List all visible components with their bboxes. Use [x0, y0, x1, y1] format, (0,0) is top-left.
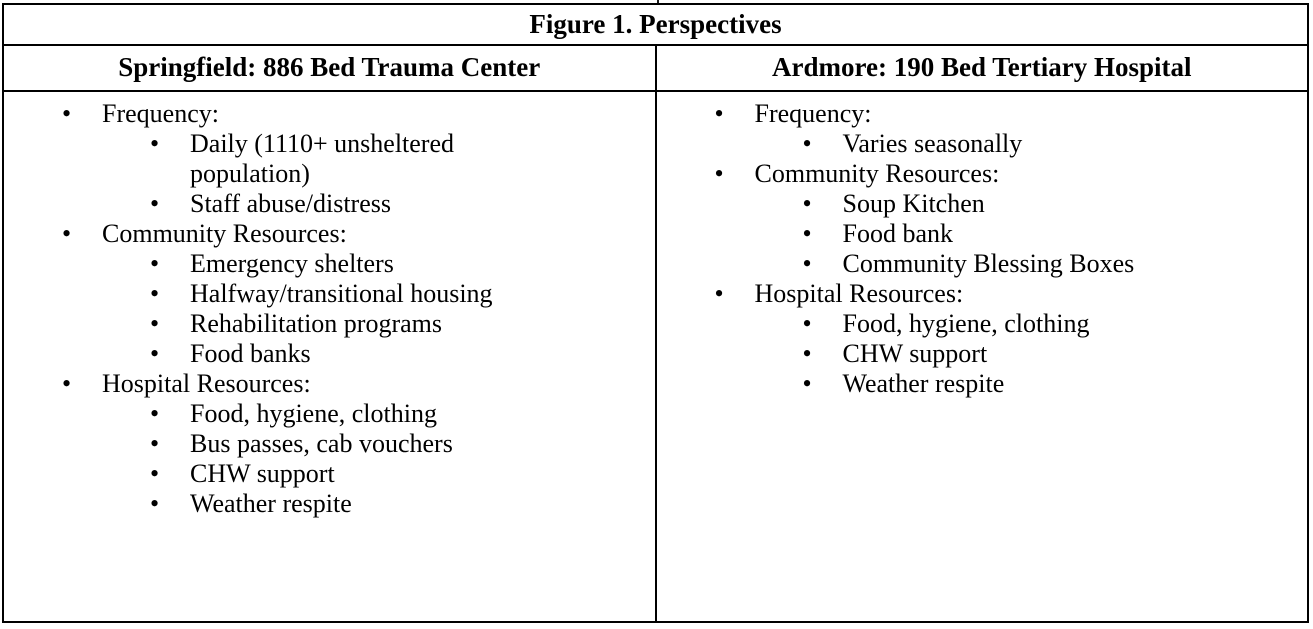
list-item-text: Food banks: [190, 339, 311, 368]
section-label-text: Community Resources:: [754, 159, 1000, 188]
list-item-text: Food bank: [842, 219, 954, 248]
bullet-icon: •: [150, 429, 160, 458]
section-label-text: Frequency:: [754, 99, 872, 128]
list-item: • Food banks: [150, 339, 655, 369]
bullet-icon: •: [802, 339, 812, 368]
bullet-icon: •: [150, 309, 160, 338]
table-header-row: Springfield: 886 Bed Trauma Center Ardmo…: [4, 46, 1307, 92]
list-item-text: Food, hygiene, clothing: [190, 399, 437, 428]
bullet-icon: •: [62, 99, 72, 128]
list-item-text: Halfway/transitional housing: [190, 279, 493, 308]
section-label: • Community Resources:: [62, 219, 655, 249]
header-springfield: Springfield: 886 Bed Trauma Center: [118, 52, 541, 82]
list-item-text: Food, hygiene, clothing: [842, 309, 1090, 338]
list-item: • Food bank: [803, 219, 1308, 249]
bullet-icon: •: [62, 369, 72, 398]
section-label-text: Hospital Resources:: [754, 279, 964, 308]
section-label-text: Community Resources:: [102, 219, 347, 248]
list-item: • Food, hygiene, clothing: [150, 399, 655, 429]
list-item-text: Bus passes, cab vouchers: [190, 429, 453, 458]
section-label: • Hospital Resources:: [715, 279, 1308, 309]
list-item: • CHW support: [803, 339, 1308, 369]
bullet-icon: •: [714, 99, 724, 128]
bullet-icon: •: [150, 189, 160, 218]
bullet-icon: •: [150, 279, 160, 308]
bullet-icon: •: [714, 159, 724, 188]
bullet-icon: •: [150, 249, 160, 278]
bullet-icon: •: [62, 219, 72, 248]
list-item-text: Varies seasonally: [842, 129, 1023, 158]
section-label: • Hospital Resources:: [62, 369, 655, 399]
bullet-icon: •: [802, 309, 812, 338]
section-label: • Frequency:: [62, 99, 655, 129]
figure-table: Figure 1. Perspectives Springfield: 886 …: [2, 3, 1309, 623]
list-item-text: Daily (1110+ unsheltered population): [190, 129, 454, 188]
bullet-icon: •: [802, 189, 812, 218]
list-item: • Halfway/transitional housing: [150, 279, 655, 309]
bullet-icon: •: [802, 249, 812, 278]
list-item: • Community Blessing Boxes: [803, 249, 1308, 279]
list-item-text: CHW support: [190, 459, 335, 488]
bullet-icon: •: [802, 219, 812, 248]
list-item-text: Weather respite: [190, 489, 352, 518]
list-item: • Rehabilitation programs: [150, 309, 655, 339]
bullet-icon: •: [150, 129, 160, 158]
bullet-icon: •: [802, 369, 812, 398]
section-label: • Frequency:: [715, 99, 1308, 129]
table-body-row: • Frequency: • Daily (1110+ unsheltered pop…: [4, 92, 1307, 621]
column-body-springfield: • Frequency: • Daily (1110+ unsheltered pop…: [4, 92, 655, 621]
list-item-text: Soup Kitchen: [842, 189, 985, 218]
list-item-text: Community Blessing Boxes: [842, 249, 1135, 278]
figure-title: Figure 1. Perspectives: [4, 5, 1307, 46]
list-item: • Emergency shelters: [150, 249, 655, 279]
list-item: • Bus passes, cab vouchers: [150, 429, 655, 459]
list-item-text: CHW support: [842, 339, 988, 368]
section-label-text: Hospital Resources:: [102, 369, 311, 398]
list-item: • CHW support: [150, 459, 655, 489]
list-item: • Weather respite: [150, 489, 655, 519]
bullet-icon: •: [802, 129, 812, 158]
section-label-text: Frequency:: [102, 99, 219, 128]
header-ardmore: Ardmore: 190 Bed Tertiary Hospital: [654, 46, 1308, 90]
bullet-icon: •: [150, 489, 160, 518]
list-item: • Staff abuse/distress: [150, 189, 655, 219]
list-item: • Daily (1110+ unsheltered population): [150, 129, 655, 189]
column-divider-tick: [657, 0, 659, 5]
list-item-text: Weather respite: [842, 369, 1005, 398]
list-item: • Food, hygiene, clothing: [803, 309, 1308, 339]
bullet-icon: •: [150, 339, 160, 368]
bullet-icon: •: [150, 459, 160, 488]
list-item-text: Staff abuse/distress: [190, 189, 391, 218]
column-body-ardmore: • Frequency: • Varies seasonally • Community …: [654, 92, 1308, 621]
bullet-icon: •: [150, 399, 160, 428]
list-item-text: Emergency shelters: [190, 249, 394, 278]
list-item: • Varies seasonally: [803, 129, 1308, 159]
list-item: • Soup Kitchen: [803, 189, 1308, 219]
section-label: • Community Resources:: [715, 159, 1308, 189]
bullet-icon: •: [714, 279, 724, 308]
list-item-text: Rehabilitation programs: [190, 309, 443, 338]
list-item: • Weather respite: [803, 369, 1308, 399]
